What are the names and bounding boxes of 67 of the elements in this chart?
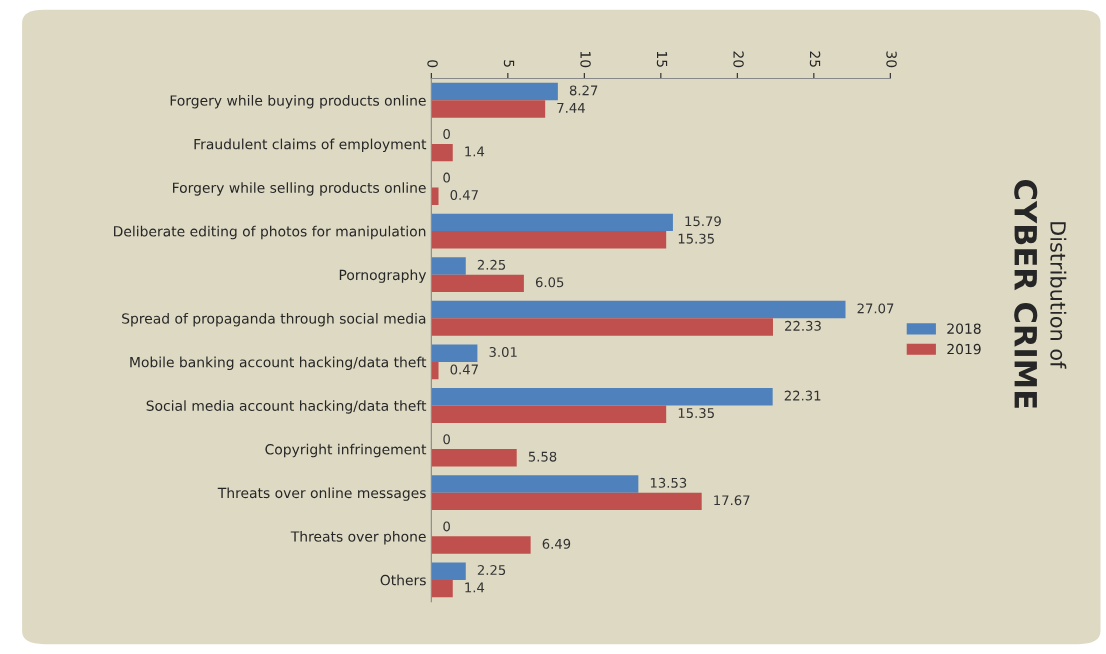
data-label: 8.27 — [569, 85, 598, 96]
y-tick-label: Spread of propaganda through social media — [122, 313, 426, 327]
data-label: 0 — [443, 129, 450, 139]
x-tick-label: 25 — [809, 51, 821, 67]
data-label: 2.25 — [477, 259, 506, 270]
x-tick-label: 15 — [656, 51, 668, 67]
data-label: 6.05 — [535, 277, 564, 288]
legend-label: 2019 — [947, 343, 981, 355]
data-label: 1.4 — [465, 582, 485, 593]
bar — [431, 361, 439, 380]
bar — [431, 100, 546, 118]
data-label: 15.35 — [678, 408, 714, 419]
bar — [431, 492, 702, 511]
x-tick-label: 0 — [427, 60, 438, 68]
data-label: 1.4 — [465, 146, 485, 157]
data-label: 15.79 — [685, 216, 721, 227]
data-label: 0.47 — [450, 190, 478, 201]
bar — [431, 536, 531, 554]
data-label: 2.25 — [477, 565, 506, 575]
y-tick-label: Threats over online messages — [217, 487, 426, 501]
x-tick-label: 5 — [503, 60, 515, 67]
x-tick-label: 20 — [733, 51, 744, 68]
bar — [431, 274, 524, 293]
bar — [431, 405, 667, 423]
text: CYBER CRIME — [1014, 180, 1038, 408]
data-label: 0.47 — [450, 364, 478, 375]
data-label: 0 — [443, 172, 450, 183]
bar — [431, 475, 639, 493]
x-tick-label: 10 — [580, 51, 591, 68]
data-label: 22.33 — [785, 320, 821, 331]
y-tick-label: Others — [380, 574, 426, 586]
bar — [431, 449, 517, 467]
bar — [431, 562, 466, 580]
bar — [431, 300, 846, 319]
bar — [431, 231, 667, 249]
data-label: 13.53 — [650, 477, 687, 488]
data-label: 3.01 — [489, 347, 517, 357]
bar — [431, 187, 439, 205]
y-tick-label: Threats over phone — [290, 531, 426, 545]
bar — [431, 143, 453, 162]
data-label: 7.44 — [557, 103, 585, 113]
data-label: 6.49 — [542, 538, 571, 549]
bar — [431, 82, 558, 101]
data-label: 15.35 — [678, 233, 714, 244]
bar — [431, 579, 453, 598]
y-tick-label: Copyright infringement — [265, 443, 427, 458]
y-tick-label: Fraudulent claims of employment — [194, 138, 427, 153]
data-label: 0 — [443, 434, 450, 445]
y-tick-label: Mobile banking account hacking/data theft — [130, 356, 427, 371]
bar — [431, 257, 466, 275]
data-label: 27.07 — [857, 303, 894, 314]
data-label: 5.58 — [528, 451, 557, 462]
data-label: 0 — [443, 521, 450, 532]
bar — [431, 388, 773, 406]
y-tick-label: Pornography — [339, 269, 427, 283]
y-tick-label: Forgery while buying products online — [170, 95, 426, 109]
bar — [431, 213, 673, 232]
y-tick-label: Deliberate editing of photos for manipulation — [114, 225, 426, 240]
legend-label: 2018 — [947, 323, 981, 334]
data-label: 17.67 — [714, 495, 750, 506]
bar — [431, 344, 478, 362]
y-tick-label: Social media account hacking/data theft — [146, 400, 427, 414]
data-label: 22.31 — [784, 390, 821, 401]
bar — [431, 318, 773, 336]
y-tick-label: Forgery while selling products online — [173, 182, 426, 196]
x-tick-label: 30 — [886, 51, 897, 68]
text: Distribution of — [1050, 222, 1067, 369]
